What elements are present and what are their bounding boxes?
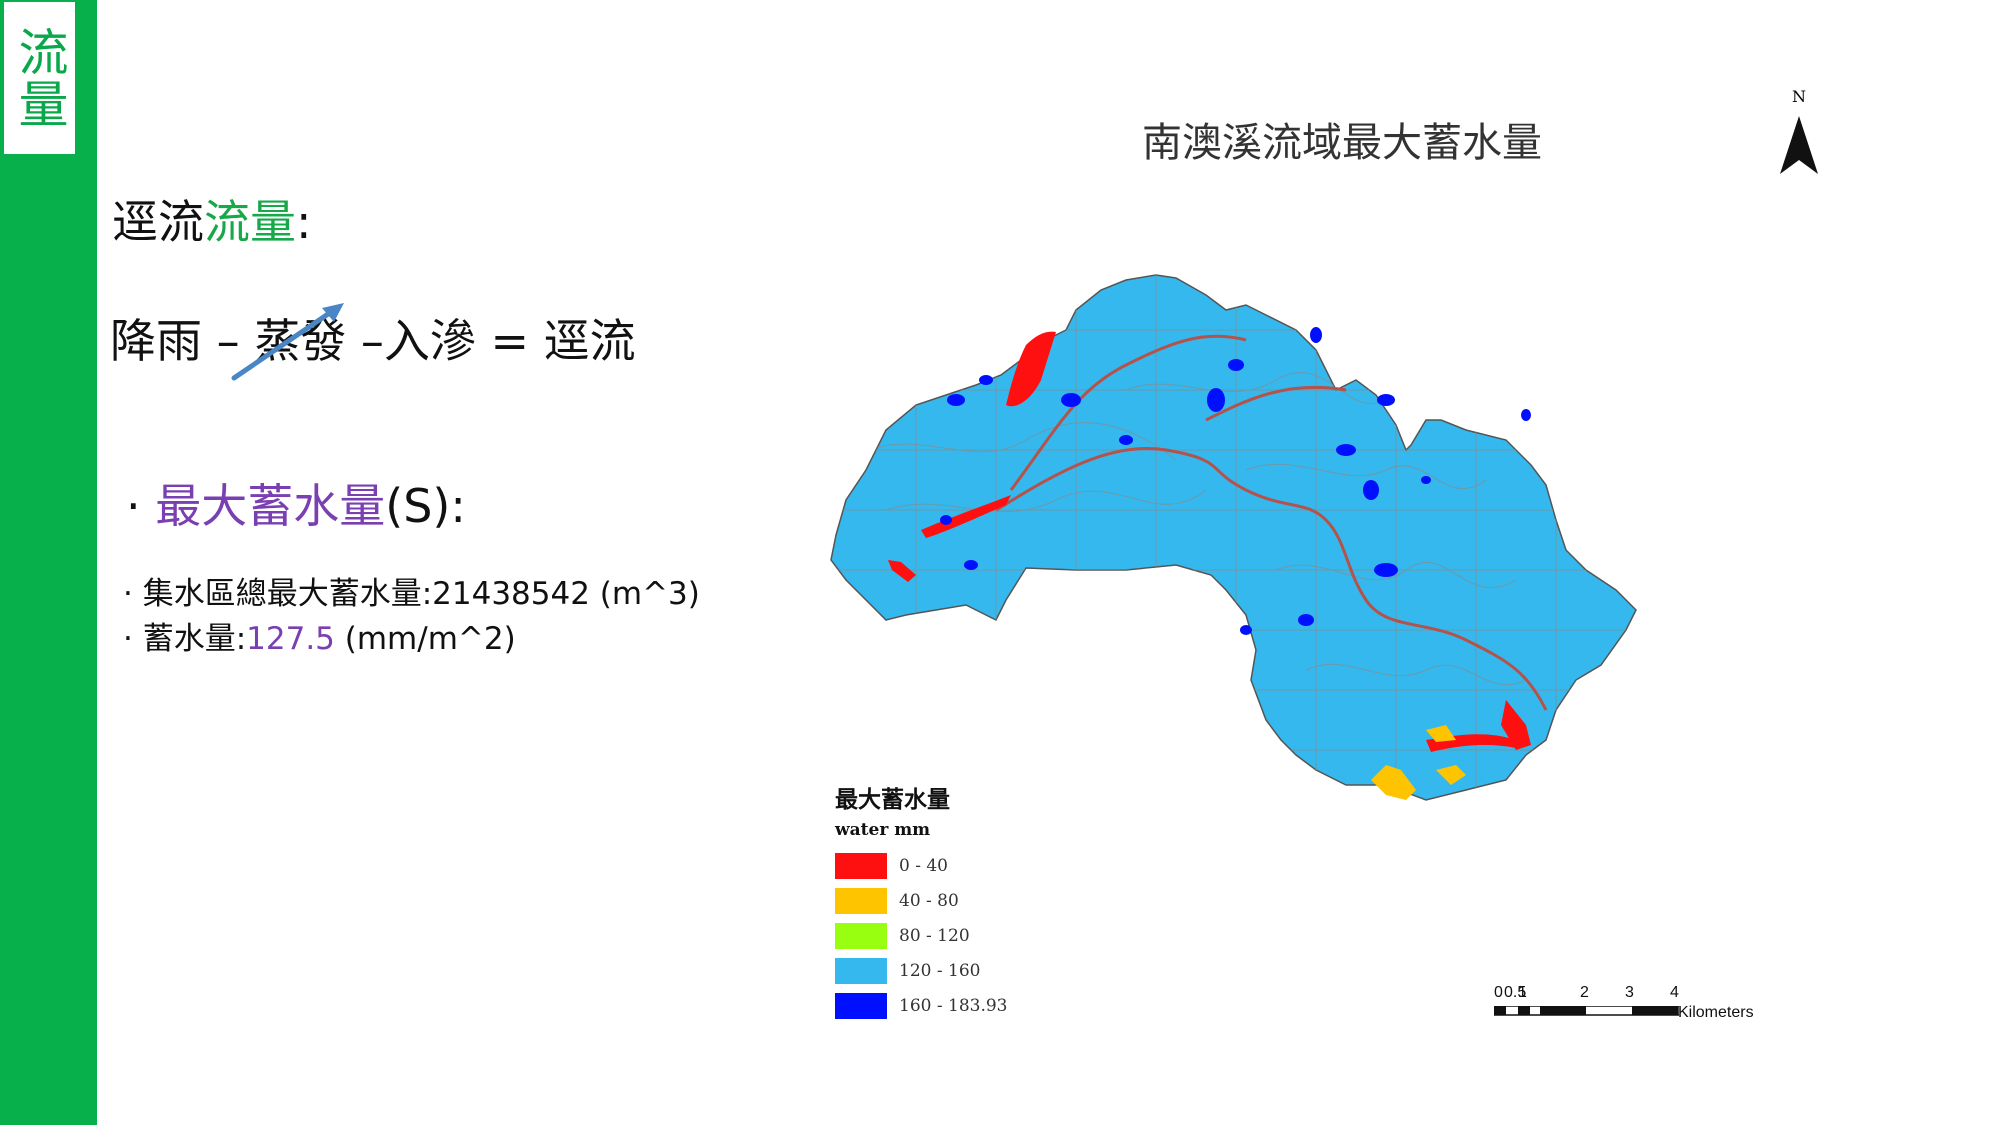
storage-unit: (mm/m^2): [334, 621, 516, 657]
legend-swatch: [835, 992, 887, 1019]
legend-item: 40 - 80: [835, 883, 1007, 918]
legend-subtitle: water mm: [835, 820, 931, 840]
legend-swatch: [835, 922, 887, 949]
scale-bar-graphic: [1494, 1006, 1679, 1016]
legend-label: 160 - 183.93: [899, 995, 1008, 1016]
heading-flow: 流量: [204, 195, 296, 249]
heading-colon: :: [296, 195, 312, 249]
legend-swatch: [835, 852, 887, 879]
formula-rest: –入滲 = 逕流: [346, 314, 636, 368]
storage-term: 最大蓄水量: [155, 479, 386, 533]
legend-label: 80 - 120: [899, 925, 970, 946]
legend-title: 最大蓄水量: [835, 786, 950, 813]
basin-map: [830, 274, 1637, 801]
scale-ticks: 0 0.5 1 2 3 4: [1494, 984, 1694, 1004]
map-legend: 最大蓄水量 water mm 0 - 40 40 - 80 80 - 120 120 …: [835, 780, 1007, 1023]
map-title: 南澳溪流域最大蓄水量: [1142, 120, 1542, 166]
formula-evaporation: 蒸發: [254, 314, 347, 368]
page-heading: 逕流流量:: [112, 186, 312, 252]
legend-label: 120 - 160: [899, 960, 981, 981]
north-label: N: [1792, 88, 1806, 106]
scale-unit: Kilometers: [1678, 1004, 1754, 1021]
heading-runoff: 逕流: [112, 195, 204, 249]
legend-swatch: [835, 887, 887, 914]
legend-item: 80 - 120: [835, 918, 1007, 953]
storage-bullet: · 最大蓄水量(S):: [126, 470, 466, 536]
scale-tick-label: 0: [1494, 984, 1503, 1001]
scale-tick-label: 0.5: [1504, 984, 1527, 1001]
scale-tick-label: 4: [1670, 984, 1679, 1001]
legend-swatch: [835, 957, 887, 984]
north-arrow-icon: N: [1780, 88, 1818, 174]
scale-tick-label: 2: [1580, 984, 1589, 1001]
formula-rain: 降雨 –: [110, 314, 240, 368]
legend-item: 160 - 183.93: [835, 988, 1007, 1023]
legend-label: 40 - 80: [899, 890, 959, 911]
storage-per-area-line: · 蓄水量:127.5 (mm/m^2): [123, 617, 700, 662]
strikethrough-arrow-icon: [231, 303, 344, 381]
section-label: 流量: [4, 2, 75, 154]
runoff-formula: 降雨 – 蒸發 –入滲 = 逕流: [110, 305, 636, 371]
legend-item: 120 - 160: [835, 953, 1007, 988]
scale-tick-label: 1: [1518, 984, 1527, 1001]
bullet-dot: ·: [126, 479, 141, 533]
storage-facts: · 集水區總最大蓄水量:21438542 (m^3) · 蓄水量:127.5 (…: [123, 572, 700, 662]
sidebar: 流量: [0, 0, 97, 1125]
storage-label: · 蓄水量:: [123, 621, 247, 657]
storage-suffix: (S):: [385, 479, 466, 533]
legend-item: 0 - 40: [835, 848, 1007, 883]
legend-label: 0 - 40: [899, 855, 948, 876]
scale-tick-label: 3: [1625, 984, 1634, 1001]
total-storage-line: · 集水區總最大蓄水量:21438542 (m^3): [123, 576, 700, 612]
scale-bar: 0 0.5 1 2 3 4 Kilometers: [1494, 984, 1754, 1021]
storage-value: 127.5: [246, 621, 335, 657]
